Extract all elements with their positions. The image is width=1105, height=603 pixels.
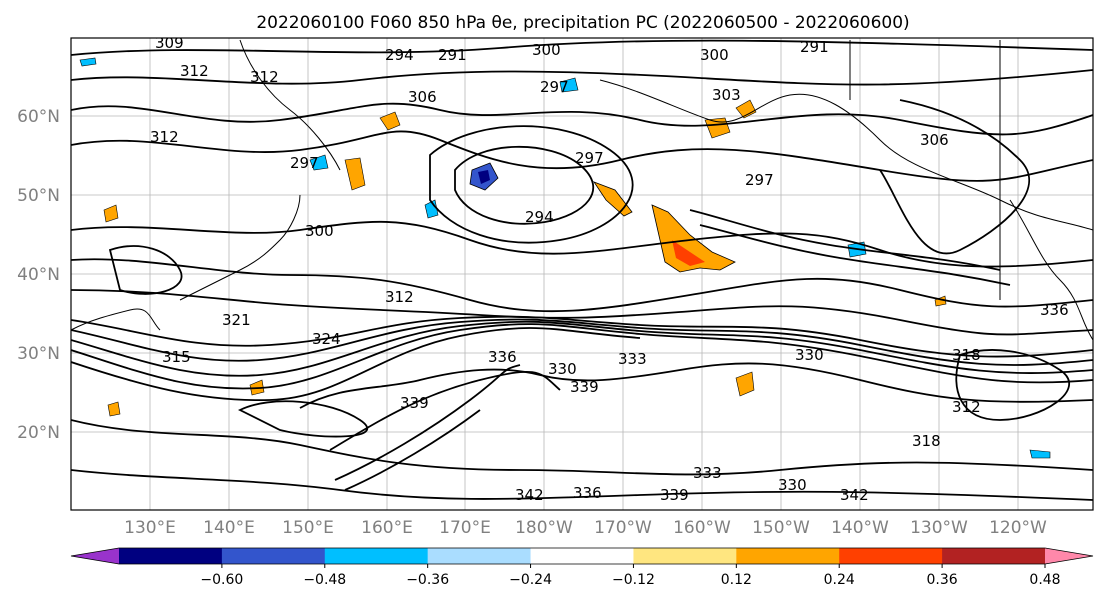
contour-label: 318 <box>912 432 941 450</box>
contour-label: 342 <box>515 486 544 504</box>
colorbar-tick-label: −0.36 <box>406 572 449 588</box>
lat-label-20n: 20°N <box>17 423 60 443</box>
colorbar-segment <box>119 548 223 564</box>
contour-label: 333 <box>618 350 647 368</box>
lon-label: 140°E <box>203 518 255 538</box>
lat-label-50n: 50°N <box>17 186 60 206</box>
colorbar-segment <box>530 548 634 564</box>
colorbar-extend-low <box>71 548 119 564</box>
map-frame <box>70 37 1094 511</box>
colorbar-segment <box>839 548 943 564</box>
contour-label: 312 <box>150 128 179 146</box>
colorbar-tick-label: 0.24 <box>824 572 855 588</box>
contour-label: 321 <box>222 311 251 329</box>
contour-label: 306 <box>920 131 949 149</box>
contour-label: 330 <box>548 360 577 378</box>
contour-label: 330 <box>778 476 807 494</box>
contour-label: 336 <box>573 484 602 502</box>
contour-label: 294 <box>525 208 554 226</box>
contour-label: 300 <box>532 41 561 59</box>
contour-label: 324 <box>312 330 341 348</box>
contour-label: 318 <box>952 346 981 364</box>
lon-label: 170°W <box>594 518 652 538</box>
theta-e-contours <box>71 39 1093 501</box>
colorbar-segment <box>633 548 737 564</box>
contour-label: 297 <box>540 78 569 96</box>
contour-label: 294 <box>385 46 414 64</box>
map-panel: 309 312 312 312 294 291 300 297 306 297 … <box>70 34 1094 511</box>
lon-label: 120°W <box>989 518 1047 538</box>
contour-label: 291 <box>800 38 829 56</box>
lat-label-30n: 30°N <box>17 344 60 364</box>
contour-label: 330 <box>795 346 824 364</box>
contour-label: 336 <box>1040 301 1069 319</box>
contour-label: 315 <box>162 348 191 366</box>
contour-label: 297 <box>745 171 774 189</box>
contour-label: 333 <box>693 464 722 482</box>
colorbar-segment <box>942 548 1046 564</box>
contour-label: 303 <box>712 86 741 104</box>
lat-label-40n: 40°N <box>17 265 60 285</box>
latitude-labels: 60°N 50°N 40°N 30°N 20°N <box>17 107 60 443</box>
contour-label: 312 <box>952 398 981 416</box>
coastlines <box>71 39 1093 341</box>
contour-label: 306 <box>408 88 437 106</box>
lon-label: 170°E <box>439 518 491 538</box>
colorbar: −0.60 −0.48 −0.36 −0.24 −0.12 0.12 0.24 0.36 0.4… <box>70 547 1094 588</box>
contour-label: 300 <box>305 222 334 240</box>
contour-label: 339 <box>660 486 689 504</box>
contour-label: 342 <box>840 486 869 504</box>
contour-labels: 309 312 312 312 294 291 300 297 306 297 … <box>150 34 1069 504</box>
contour-label: 312 <box>250 68 279 86</box>
contour-label: 300 <box>700 46 729 64</box>
lon-label: 140°W <box>831 518 889 538</box>
colorbar-tick-label: −0.48 <box>303 572 346 588</box>
colorbar-segment <box>736 548 840 564</box>
contour-label: 312 <box>385 288 414 306</box>
contour-label: 297 <box>575 149 604 167</box>
lon-label: 180°W <box>515 518 573 538</box>
precipitation-anomaly-patches <box>79 57 1051 459</box>
contour-label: 309 <box>155 34 184 52</box>
lon-label: 150°W <box>752 518 810 538</box>
lon-label: 150°E <box>282 518 334 538</box>
colorbar-outline <box>70 547 1094 565</box>
colorbar-ticks: −0.60 −0.48 −0.36 −0.24 −0.12 0.12 0.24 0.36 0.4… <box>200 564 1061 588</box>
colorbar-tick-label: 0.36 <box>927 572 958 588</box>
contour-label: 339 <box>570 378 599 396</box>
colorbar-tick-label: 0.48 <box>1029 572 1060 588</box>
colorbar-tick-label: −0.24 <box>509 572 552 588</box>
colorbar-tick-label: −0.12 <box>612 572 655 588</box>
colorbar-segment <box>324 548 429 564</box>
contour-label: 312 <box>180 62 209 80</box>
lon-label: 160°W <box>673 518 731 538</box>
lon-label: 130°E <box>124 518 176 538</box>
colorbar-tick-label: −0.60 <box>200 572 243 588</box>
colorbar-extend-high <box>1045 548 1093 564</box>
contour-label: 339 <box>400 394 429 412</box>
contour-label: 336 <box>488 348 517 366</box>
colorbar-segment <box>221 548 326 564</box>
lon-label: 130°W <box>910 518 968 538</box>
longitude-labels: 130°E 140°E 150°E 160°E 170°E 180°W 170°… <box>124 518 1047 538</box>
colorbar-segment <box>427 548 532 564</box>
contour-label: 291 <box>438 46 467 64</box>
lat-label-60n: 60°N <box>17 107 60 127</box>
lon-label: 160°E <box>361 518 413 538</box>
colorbar-segments <box>70 547 1094 565</box>
map-title: 2022060100 F060 850 hPa θe, precipitatio… <box>256 13 909 33</box>
colorbar-tick-label: 0.12 <box>721 572 752 588</box>
contour-label: 297 <box>290 154 319 172</box>
